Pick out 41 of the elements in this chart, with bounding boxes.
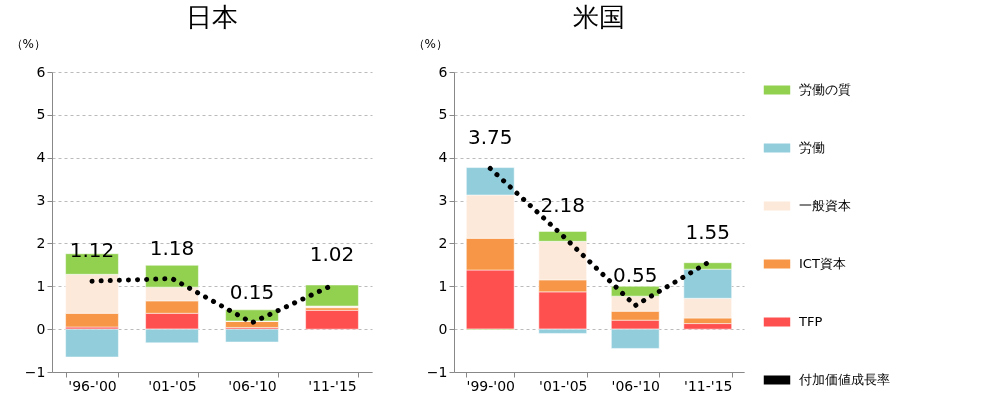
y-axis-title: （%） <box>10 36 46 51</box>
y-tick-label: 0 <box>36 320 46 337</box>
data-label: 3.75 <box>467 125 513 150</box>
x-tick-label: '06-'10 <box>611 377 660 394</box>
y-tick-label: 5 <box>438 106 448 123</box>
legend-label: 労働 <box>799 140 825 155</box>
legend-label: 一般資本 <box>799 198 851 213</box>
x-tick-label: '99-'00 <box>466 377 515 394</box>
data-label: 1.55 <box>685 219 731 244</box>
y-tick-label: −1 <box>24 363 46 380</box>
y-tick-label: −1 <box>426 363 448 380</box>
y-tick-label: 4 <box>438 149 448 166</box>
chart-title: 日本 <box>186 2 238 32</box>
x-tick-label: '01-'05 <box>539 377 588 394</box>
y-tick-label: 3 <box>438 192 448 209</box>
y-tick-label: 5 <box>36 106 46 123</box>
legend-label: 労働の質 <box>799 82 851 97</box>
x-tick-label: '11-'15 <box>684 377 733 394</box>
y-tick-label: 2 <box>438 234 448 251</box>
data-label: 0.15 <box>229 279 275 304</box>
y-axis-title: （%） <box>412 36 448 51</box>
legend-label: ICT資本 <box>799 256 846 271</box>
x-tick-label: '06-'10 <box>228 377 277 394</box>
y-tick-label: 2 <box>36 234 46 251</box>
y-tick-label: 1 <box>36 277 46 294</box>
legend-label: TFP <box>798 314 823 329</box>
data-label: 2.18 <box>540 192 586 217</box>
y-tick-label: 6 <box>438 63 448 80</box>
y-tick-label: 4 <box>36 149 46 166</box>
x-tick-label: '11-'15 <box>308 377 357 394</box>
y-tick-label: 1 <box>438 277 448 294</box>
chart-title: 米国 <box>573 2 625 32</box>
x-tick-label: '01-'05 <box>148 377 197 394</box>
data-label: 0.55 <box>612 262 658 287</box>
y-tick-label: 0 <box>438 320 448 337</box>
legend-label: 付加価値成長率 <box>798 372 890 387</box>
y-tick-label: 6 <box>36 63 46 80</box>
x-tick-label: '96-'00 <box>68 377 117 394</box>
data-label: 1.02 <box>309 242 355 267</box>
data-label: 1.18 <box>149 235 195 260</box>
y-tick-label: 3 <box>36 192 46 209</box>
